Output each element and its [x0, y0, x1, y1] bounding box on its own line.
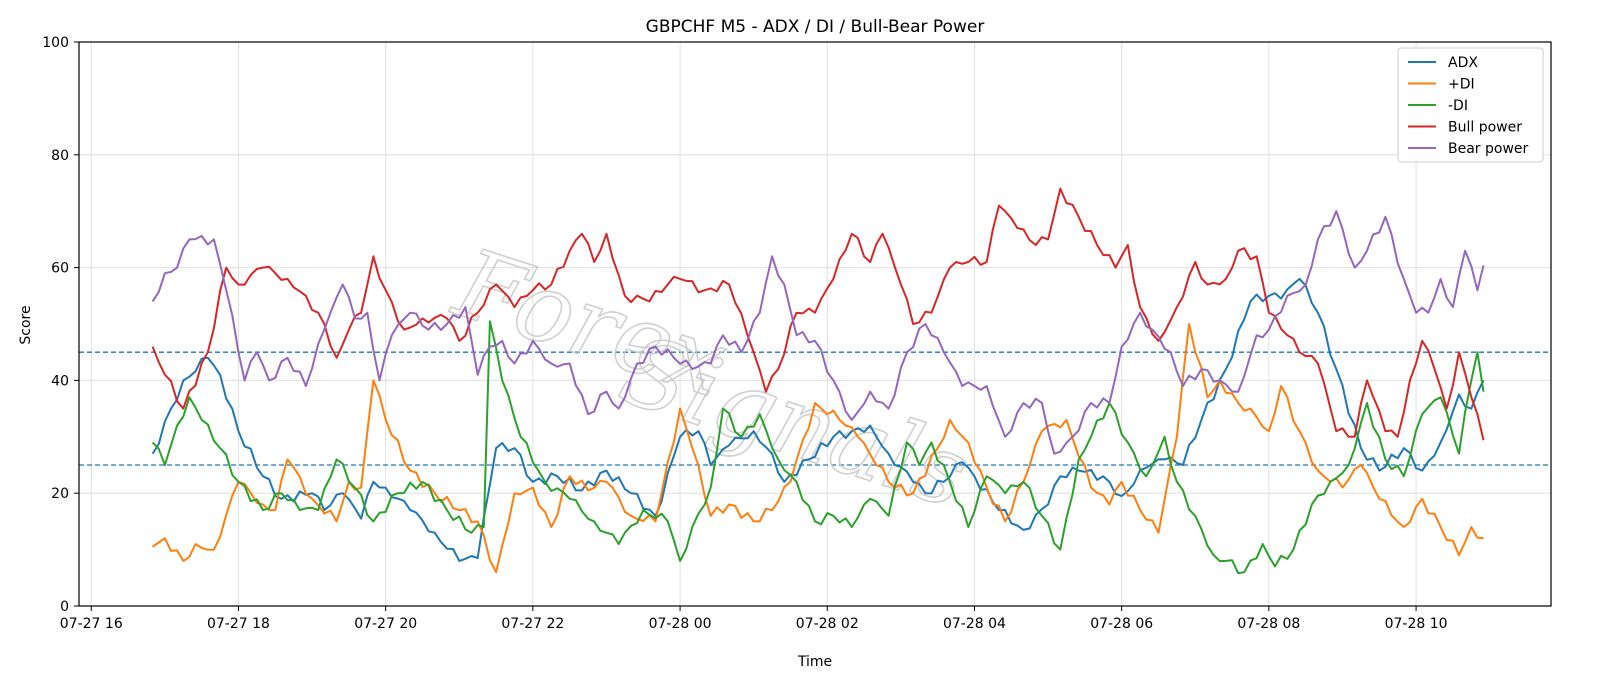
x-tick-label: 07-28 00 [649, 616, 712, 632]
y-tick-label: 60 [51, 261, 69, 277]
x-tick-label: 07-28 02 [796, 616, 859, 632]
series-line--di [152, 323, 1484, 574]
series-line-bull-power [151, 187, 1485, 441]
reference-lines [79, 351, 1551, 466]
x-axis-title: Time [797, 654, 832, 670]
chart-title: GBPCHF M5 - ADX / DI / Bull-Bear Power [646, 17, 985, 37]
series-line--di [151, 320, 1485, 575]
x-tick-label: 07-28 08 [1237, 616, 1300, 632]
series-line-adx [151, 277, 1485, 562]
series-layer [151, 187, 1485, 575]
x-tick-label: 07-28 04 [943, 616, 1006, 632]
x-axis-ticks: 07-27 16 07-27 18 07-27 20 07-27 22 07-28 00… [60, 606, 1448, 632]
y-tick-label: 20 [51, 486, 69, 502]
y-axis-ticks: 0 20 40 60 80 100 [42, 35, 79, 615]
y-axis-title: Score [18, 305, 34, 344]
legend-label: +DI [1448, 77, 1475, 93]
legend-box [1397, 47, 1544, 163]
x-tick-label: 07-27 22 [501, 616, 564, 632]
plot-frame [78, 41, 1552, 607]
legend-label: ADX [1448, 55, 1478, 71]
series-line-bear-power [151, 210, 1485, 455]
y-tick-label: 0 [60, 599, 69, 615]
legend-label: Bear power [1448, 141, 1529, 157]
x-tick-label: 07-27 20 [354, 616, 417, 632]
y-tick-label: 40 [51, 373, 69, 389]
x-tick-label: 07-28 10 [1385, 616, 1448, 632]
legend-label: Bull power [1448, 120, 1522, 136]
x-tick-label: 07-27 18 [207, 616, 270, 632]
legend-label: -DI [1448, 98, 1468, 114]
y-tick-label: 100 [42, 35, 69, 51]
x-tick-label: 07-28 06 [1090, 616, 1153, 632]
legend: ADX +DI -DI Bull power Bear power [1397, 47, 1544, 163]
y-tick-label: 80 [51, 148, 69, 164]
x-tick-label: 07-27 16 [60, 616, 123, 632]
